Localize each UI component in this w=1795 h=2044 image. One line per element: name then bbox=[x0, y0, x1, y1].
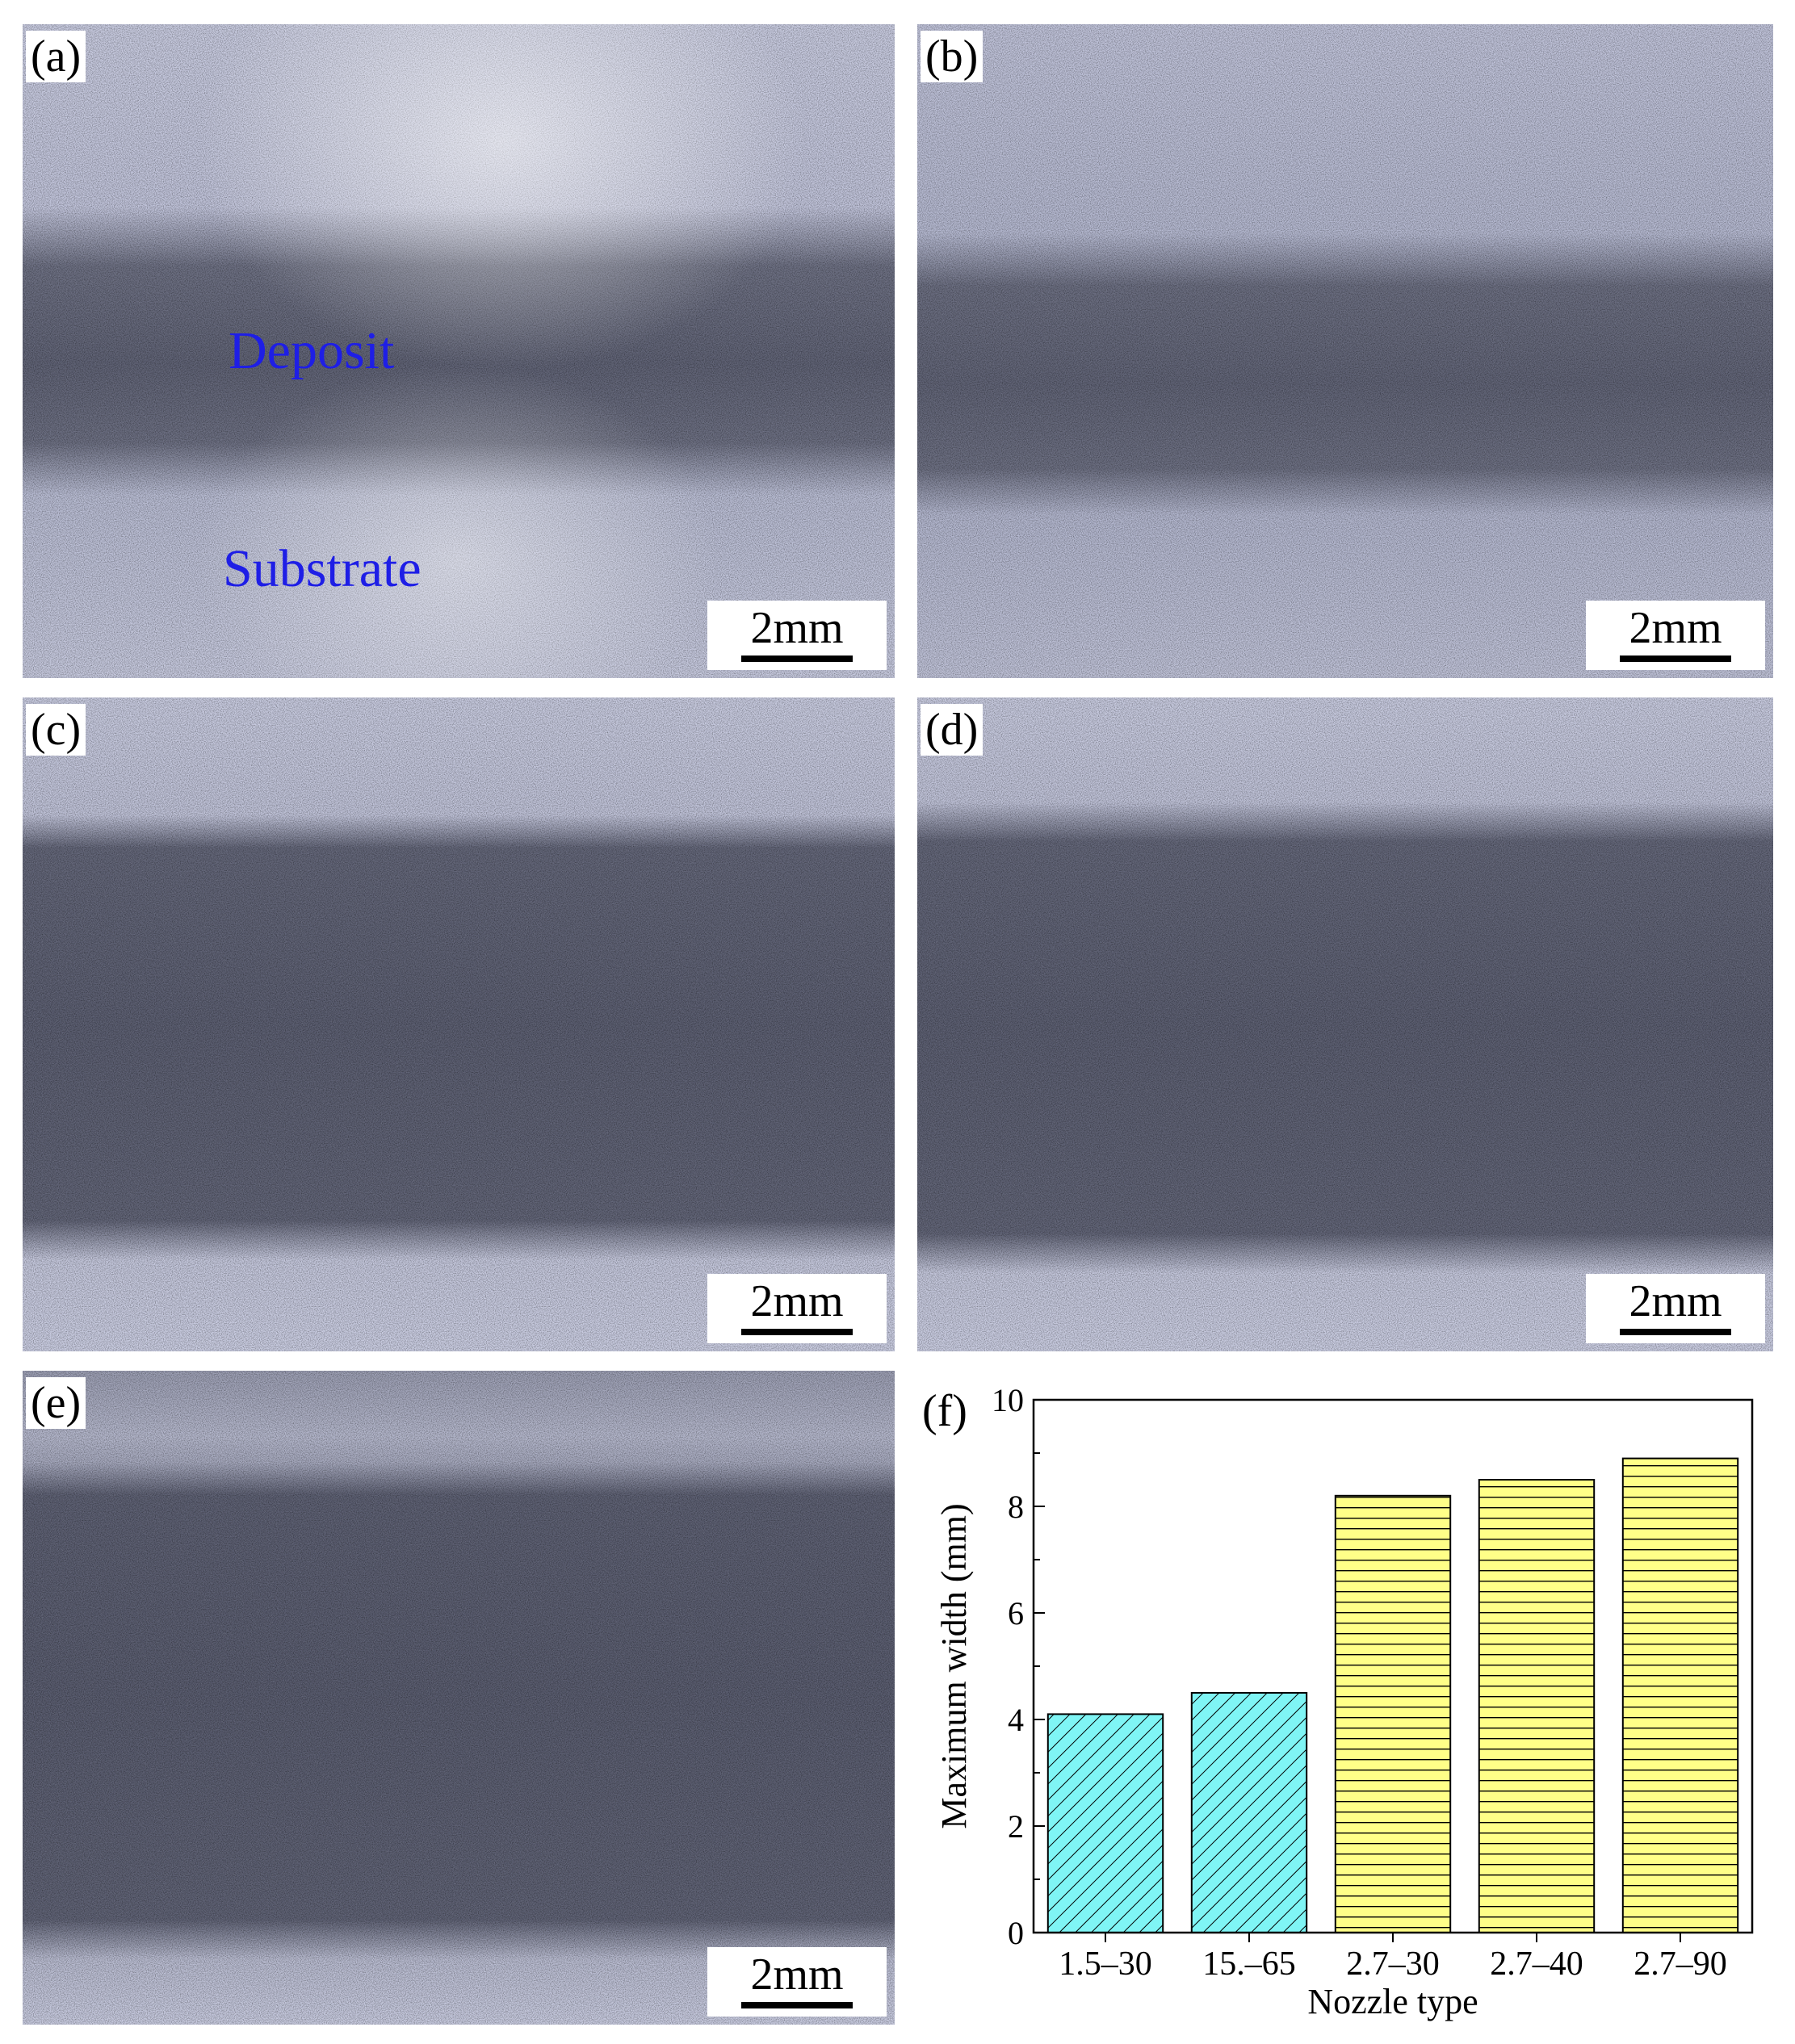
x-axis-label: Nozzle type bbox=[1307, 1982, 1478, 2021]
scale-bar-text: 2mm bbox=[1629, 1276, 1722, 1326]
micrograph-b: (b) 2mm bbox=[917, 24, 1773, 678]
scale-bar-line bbox=[741, 2002, 853, 2008]
substrate-label: Substrate bbox=[223, 539, 421, 598]
bar-5 bbox=[1621, 1457, 1739, 1934]
bar-2 bbox=[1190, 1692, 1308, 1933]
scale-bar-b: 2mm bbox=[1586, 601, 1765, 670]
micrograph-a: (a) Deposit Substrate 2mm bbox=[23, 24, 895, 678]
panel-label-b: (b) bbox=[921, 31, 983, 82]
scale-bar-line bbox=[741, 1329, 853, 1335]
bar-chart-f: (f) 0 2 4 6 8 10 1.5–30 15.–65 2.7–30 2.7–40 2.7–… bbox=[917, 1371, 1789, 2044]
micrograph-e: (e) 2mm bbox=[23, 1371, 895, 2025]
y-tick-label: 10 bbox=[992, 1382, 1024, 1418]
scale-bar-line bbox=[1620, 656, 1731, 662]
panel-label-e: (e) bbox=[26, 1377, 86, 1429]
panel-label-d: (d) bbox=[921, 704, 983, 756]
bar-1 bbox=[1046, 1713, 1164, 1933]
scale-bar-text: 2mm bbox=[750, 603, 844, 653]
scale-bar-e: 2mm bbox=[707, 1947, 887, 2017]
scale-bar-d: 2mm bbox=[1586, 1274, 1765, 1343]
panel-label-c: (c) bbox=[26, 704, 86, 756]
scale-bar-a: 2mm bbox=[707, 601, 887, 670]
deposit-label: Deposit bbox=[229, 321, 395, 380]
micrograph-c: (c) 2mm bbox=[23, 697, 895, 1351]
bar-4 bbox=[1478, 1479, 1596, 1933]
scale-bar-text: 2mm bbox=[750, 1950, 844, 2000]
y-tick-label: 6 bbox=[1008, 1595, 1024, 1631]
y-tick-label: 8 bbox=[1008, 1489, 1024, 1525]
y-tick-label: 2 bbox=[1008, 1808, 1024, 1845]
x-tick-label: 1.5–30 bbox=[1059, 1946, 1152, 1983]
scale-bar-text: 2mm bbox=[750, 1276, 844, 1326]
y-tick-label: 4 bbox=[1008, 1702, 1024, 1738]
panel-label-f: (f) bbox=[922, 1386, 967, 1436]
micrograph-d: (d) 2mm bbox=[917, 697, 1773, 1351]
chart-svg: 0 2 4 6 8 10 1.5–30 15.–65 2.7–30 2.7–40 2.7–90 M… bbox=[934, 1382, 1754, 2021]
panel-label-a: (a) bbox=[26, 31, 86, 82]
x-tick-label: 2.7–90 bbox=[1634, 1946, 1727, 1983]
scale-bar-c: 2mm bbox=[707, 1274, 887, 1343]
x-tick-label: 2.7–40 bbox=[1490, 1946, 1583, 1983]
x-tick-label: 2.7–30 bbox=[1346, 1946, 1440, 1983]
x-tick-label: 15.–65 bbox=[1202, 1946, 1296, 1983]
scale-bar-line bbox=[1620, 1329, 1731, 1335]
y-tick-label: 0 bbox=[1008, 1915, 1024, 1951]
bar-3 bbox=[1334, 1494, 1452, 1934]
y-axis-label: Maximum width (mm) bbox=[934, 1503, 974, 1828]
scale-bar-line bbox=[741, 656, 853, 662]
scale-bar-text: 2mm bbox=[1629, 603, 1722, 653]
